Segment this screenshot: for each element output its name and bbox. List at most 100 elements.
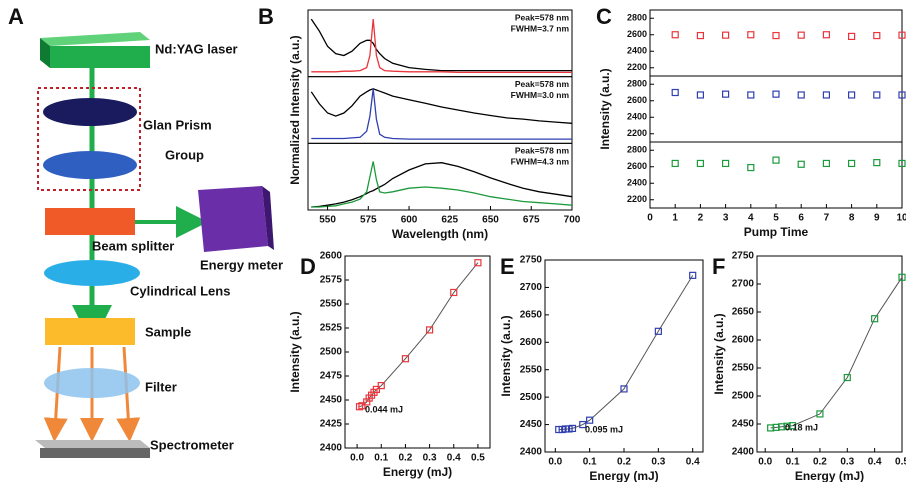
spectrum bbox=[310, 18, 572, 72]
panel-label: E bbox=[500, 254, 515, 279]
x-tick-label: 0.3 bbox=[423, 453, 437, 464]
x-tick-label: 7 bbox=[824, 213, 830, 224]
y-tick-label: 2800 bbox=[627, 145, 647, 155]
label: Cylindrical Lens bbox=[130, 283, 230, 298]
y-tick-label: 2400 bbox=[627, 46, 647, 56]
x-tick-label: 0.5 bbox=[471, 453, 485, 464]
marker bbox=[401, 355, 410, 363]
y-tick-label: 2475 bbox=[320, 371, 343, 382]
setup-diagram: A Nd:YAG laser Glan Prism Group Beam spl… bbox=[8, 4, 283, 458]
marker bbox=[873, 159, 881, 167]
y-tick-label: 2600 bbox=[520, 337, 543, 348]
marker bbox=[847, 32, 856, 41]
marker bbox=[871, 315, 879, 323]
fit-line bbox=[770, 277, 903, 429]
marker bbox=[788, 422, 797, 430]
y-tick-label: 2450 bbox=[320, 395, 343, 406]
annotation: 0.18 mJ bbox=[785, 422, 818, 432]
marker bbox=[721, 31, 730, 39]
annotation: Peak=578 nm bbox=[515, 146, 570, 156]
annotation: FWHM=3.0 nm bbox=[511, 90, 570, 100]
y-tick-label: 2600 bbox=[732, 335, 755, 346]
x-tick-label: 0.0 bbox=[758, 457, 772, 468]
y-tick-label: 2400 bbox=[732, 447, 755, 458]
marker bbox=[898, 91, 906, 99]
plot-frame bbox=[649, 141, 903, 209]
y-tick-label: 2500 bbox=[732, 391, 755, 402]
marker bbox=[898, 159, 906, 168]
marker bbox=[358, 402, 366, 410]
annotation: 0.095 mJ bbox=[585, 424, 623, 434]
y-tick-label: 2200 bbox=[627, 128, 647, 138]
x-tick-label: 6 bbox=[798, 213, 804, 224]
marker bbox=[671, 31, 679, 39]
y-tick-label: 2450 bbox=[520, 419, 543, 430]
x-tick-label: 0.1 bbox=[374, 453, 388, 464]
x-tick-label: 675 bbox=[523, 215, 540, 226]
marker bbox=[898, 273, 906, 281]
marker bbox=[579, 420, 587, 429]
annotation: 0.044 mJ bbox=[365, 404, 403, 414]
plot-frame bbox=[307, 142, 573, 211]
marker bbox=[822, 31, 831, 39]
y-tick-label: 2400 bbox=[520, 447, 543, 458]
y-tick-label: 2550 bbox=[732, 363, 755, 374]
marker bbox=[696, 91, 705, 99]
marker bbox=[772, 156, 780, 164]
label: Spectrometer bbox=[150, 437, 234, 452]
laser-top bbox=[40, 32, 150, 46]
y-tick-label: 2575 bbox=[320, 275, 343, 286]
marker bbox=[586, 416, 594, 424]
marker bbox=[696, 31, 705, 40]
x-tick-label: 0.0 bbox=[350, 453, 364, 464]
spectrometer-top bbox=[35, 440, 150, 448]
label: Glan Prism bbox=[143, 117, 212, 132]
marker bbox=[847, 159, 856, 168]
plot-frame bbox=[649, 75, 903, 143]
x-axis-label: Pump Time bbox=[744, 225, 809, 239]
energy-meter bbox=[198, 186, 268, 252]
laser bbox=[50, 46, 150, 68]
panel-label: A bbox=[8, 4, 24, 29]
fit-line bbox=[558, 275, 694, 430]
marker bbox=[654, 327, 662, 335]
x-tick-label: 0.0 bbox=[548, 457, 562, 468]
x-tick-label: 10 bbox=[896, 213, 906, 224]
y-axis-label: Intensity (a.u.) bbox=[499, 315, 513, 396]
label: Beam splitter bbox=[92, 238, 174, 253]
marker bbox=[847, 91, 856, 99]
annotation: Peak=578 nm bbox=[515, 79, 570, 89]
marker bbox=[721, 90, 730, 98]
marker bbox=[671, 88, 679, 97]
marker bbox=[843, 373, 851, 382]
x-tick-label: 4 bbox=[748, 213, 754, 224]
label: Sample bbox=[145, 324, 191, 339]
marker bbox=[797, 91, 805, 99]
x-tick-label: 0.2 bbox=[398, 453, 412, 464]
marker bbox=[696, 159, 705, 168]
marker bbox=[747, 163, 755, 172]
sample bbox=[45, 318, 135, 345]
x-axis-label: Energy (mJ) bbox=[383, 465, 452, 479]
plot-frame bbox=[756, 255, 903, 453]
panel-label: D bbox=[300, 254, 316, 279]
panel-label: B bbox=[258, 4, 274, 29]
marker bbox=[797, 31, 805, 39]
y-tick-label: 2200 bbox=[627, 194, 647, 204]
y-tick-label: 2550 bbox=[520, 364, 543, 375]
spectrum bbox=[311, 162, 573, 208]
laser-side bbox=[40, 38, 50, 68]
plot-frame bbox=[649, 9, 903, 77]
y-tick-label: 2600 bbox=[627, 161, 647, 171]
y-tick-label: 2400 bbox=[627, 112, 647, 122]
x-tick-label: 0.3 bbox=[651, 457, 665, 468]
spectrum bbox=[311, 88, 572, 140]
filter bbox=[44, 368, 140, 398]
annotation: FWHM=3.7 nm bbox=[511, 23, 570, 33]
x-tick-label: 0 bbox=[647, 213, 653, 224]
annotation: Peak=578 nm bbox=[515, 12, 570, 22]
y-tick-label: 2500 bbox=[320, 347, 343, 358]
x-tick-label: 0.1 bbox=[786, 457, 800, 468]
marker bbox=[721, 159, 730, 168]
x-tick-label: 0.2 bbox=[813, 457, 827, 468]
